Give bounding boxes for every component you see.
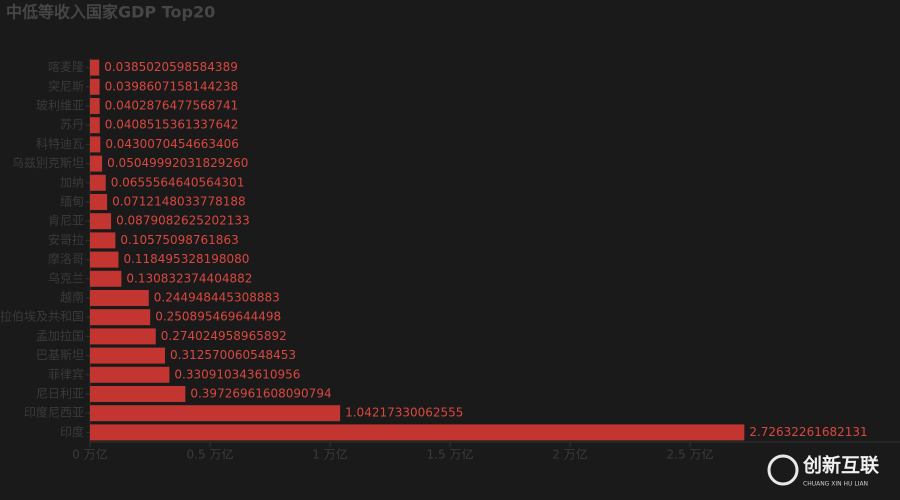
value-label: 0.250895469644498 (155, 310, 281, 324)
value-label: 0.0655564640564301 (111, 175, 245, 189)
bar (90, 194, 108, 210)
watermark-subtext: CHUANG XIN HU LIAN (803, 481, 868, 488)
value-label: 0.0385020598584389 (104, 60, 238, 74)
y-tick-label: 喀麦隆 (48, 59, 84, 74)
value-label: 0.0408515361337642 (105, 118, 239, 132)
y-tick-label: 尼日利亚 (36, 387, 84, 401)
x-tick-label: 2.5 万亿 (667, 447, 714, 462)
logo-icon (767, 454, 799, 486)
x-tick-label: 0.5 万亿 (187, 447, 234, 462)
y-tick-label: 肯尼亚 (48, 214, 84, 228)
y-tick-label: 玻利维亚 (36, 99, 84, 113)
bar (90, 251, 119, 268)
y-tick-label: 越南 (60, 290, 84, 305)
watermark-text: 创新互联 (802, 454, 879, 477)
bar (90, 424, 745, 441)
bar (90, 213, 112, 230)
y-tick-label: 缅甸 (60, 195, 84, 209)
bar (90, 232, 116, 249)
watermark: 创新互联 CHUANG XIN HU LIAN (767, 454, 879, 488)
bar (90, 98, 100, 114)
y-tick-label: 孟加拉国 (36, 328, 84, 343)
y-tick-label: 菲律宾 (48, 366, 84, 381)
y-tick-label: 摩洛哥 (48, 251, 84, 266)
value-label: 0.330910343610956 (174, 367, 300, 381)
value-label: 0.0879082625202133 (116, 214, 250, 228)
bar (90, 155, 103, 172)
y-tick-label: 苏丹 (60, 118, 84, 132)
y-tick-label: 阿拉伯埃及共和国 (0, 309, 84, 324)
y-tick-label: 突尼斯 (48, 78, 84, 93)
x-tick-label: 0 万亿 (72, 447, 107, 462)
y-tick-label: 科特迪瓦 (36, 136, 84, 151)
x-tick-label: 1.5 万亿 (427, 447, 474, 462)
x-tick-label: 2 万亿 (552, 447, 587, 462)
bar (90, 290, 149, 306)
y-tick-label: 加纳 (60, 175, 84, 189)
value-label: 0.130832374404882 (126, 271, 252, 285)
value-label: 0.0712148033778188 (112, 195, 246, 209)
bar (90, 136, 101, 153)
bar (90, 174, 106, 191)
bar (90, 270, 122, 287)
value-label: 0.312570060548453 (170, 348, 296, 362)
value-label: 1.04217330062555 (345, 406, 463, 420)
y-tick-label: 乌克兰 (48, 270, 84, 285)
value-label: 0.0430070454663406 (105, 137, 239, 151)
y-tick-label: 印度尼西亚 (24, 405, 84, 420)
value-label: 0.0398607158144238 (105, 79, 239, 93)
y-tick-label: 安哥拉 (48, 232, 84, 247)
y-tick-label: 印度 (60, 424, 84, 439)
value-label: 0.0402876477568741 (105, 99, 239, 113)
value-label: 0.10575098761863 (120, 233, 238, 247)
value-label: 0.274024958965892 (161, 329, 287, 343)
y-tick-label: 巴基斯坦 (36, 348, 84, 362)
value-label: 2.72632261682131 (749, 425, 867, 439)
bar (90, 117, 100, 134)
bar (90, 78, 100, 95)
bar (90, 59, 100, 76)
x-tick-label: 1 万亿 (312, 447, 347, 462)
bar (90, 328, 156, 345)
y-tick-label: 乌兹别克斯坦 (12, 155, 84, 170)
bar (90, 366, 170, 383)
bar (90, 309, 151, 326)
chart-title: 中低等收入国家GDP Top20 (6, 3, 215, 22)
bar (90, 386, 186, 402)
value-label: 0.244948445308883 (154, 291, 280, 305)
bar (90, 405, 341, 422)
value-label: 0.39726961608090794 (190, 387, 331, 401)
bar (90, 347, 166, 364)
value-label: 0.118495328198080 (123, 252, 249, 266)
value-label: 0.05049992031829260 (107, 156, 248, 170)
